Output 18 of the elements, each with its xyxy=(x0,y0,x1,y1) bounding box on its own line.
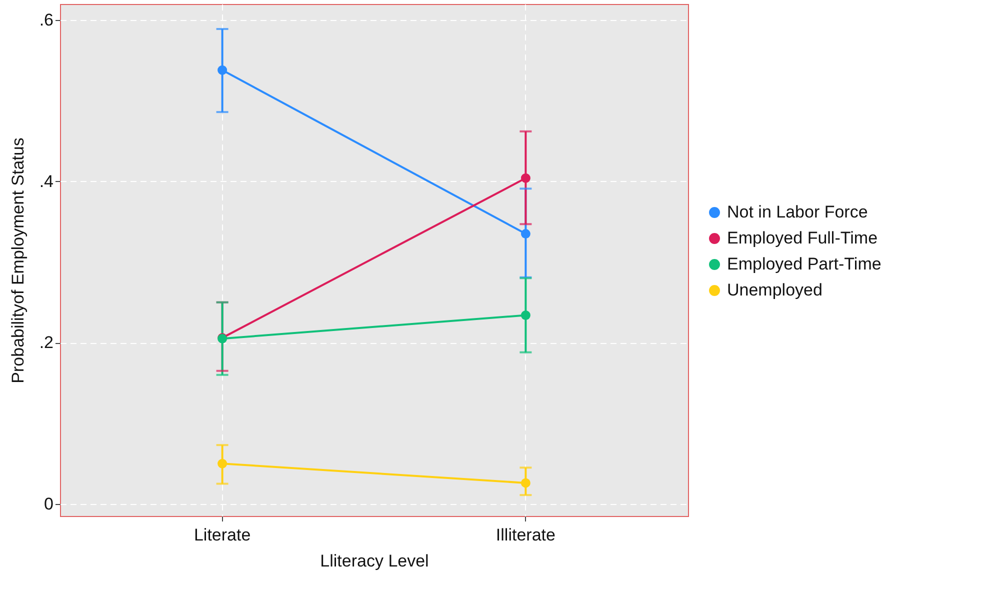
point xyxy=(218,458,228,468)
x-axis-title: Lliteracy Level xyxy=(320,552,429,570)
point xyxy=(520,229,530,239)
y-tick-label: .2 xyxy=(39,333,54,352)
x-tick-label: Literate xyxy=(194,526,251,544)
y-axis-title: Probabilityof Employment Status xyxy=(8,138,28,384)
x-tick-label: Illiterate xyxy=(496,526,556,544)
legend-label: Unemployed xyxy=(727,280,822,300)
point xyxy=(520,173,530,183)
point xyxy=(520,478,530,488)
legend-label: Employed Full-Time xyxy=(727,228,878,248)
point xyxy=(218,65,228,75)
point xyxy=(520,310,530,320)
y-tick-label: .4 xyxy=(39,172,54,191)
legend-label: Not in Labor Force xyxy=(727,202,868,222)
y-tick-label: .6 xyxy=(39,10,54,30)
y-tick-label: 0 xyxy=(44,494,54,514)
legend-label: Employed Part-Time xyxy=(727,254,882,274)
